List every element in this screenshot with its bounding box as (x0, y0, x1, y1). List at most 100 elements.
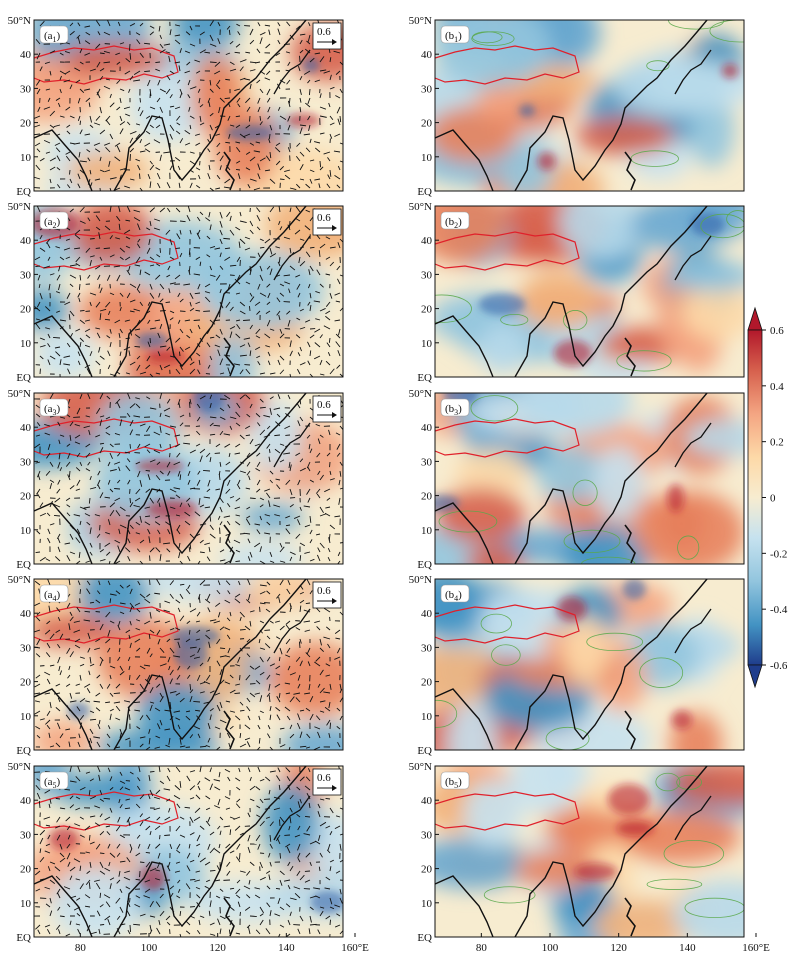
island-outline (624, 710, 636, 750)
y-tick-label: 10 (421, 338, 433, 350)
coastline (34, 688, 93, 750)
y-tick-label: 20 (20, 304, 32, 316)
y-tick-label: 10 (20, 711, 32, 723)
x-tick-label: 120 (209, 942, 226, 954)
y-tick-label: 30 (20, 456, 32, 468)
field-blob (673, 879, 744, 937)
wind-vectors (34, 766, 343, 937)
svg-text:(b5): (b5) (445, 776, 462, 790)
svg-text:(a3): (a3) (44, 403, 61, 417)
y-tick-label: 50°N (8, 15, 31, 27)
island-outline (674, 608, 712, 654)
y-tick-label: EQ (417, 745, 432, 757)
panel-label: (a4) (39, 584, 69, 603)
wind-vectors (34, 393, 343, 564)
y-tick-label: 50°N (8, 388, 31, 400)
field-core (225, 124, 274, 142)
svg-text:(a5): (a5) (44, 776, 61, 790)
panel-label: (a3) (39, 398, 69, 417)
field-blob (129, 67, 210, 143)
significance-contour (663, 839, 725, 868)
y-tick-label: 20 (20, 118, 32, 130)
field-blob (34, 613, 114, 648)
significance-contour (616, 350, 672, 372)
significance-contour (646, 878, 703, 890)
x-tick-label: 100 (542, 942, 559, 954)
field-core (616, 820, 654, 837)
arrow-right-icon (332, 412, 337, 418)
coastline (435, 315, 494, 377)
field-blob (593, 445, 645, 523)
coastline (435, 688, 494, 750)
field-blob (50, 866, 142, 937)
field-blob (574, 117, 675, 156)
field-core (302, 57, 320, 73)
field-blob (77, 579, 151, 624)
panel-frame (33, 392, 344, 565)
field-core (67, 701, 91, 720)
field-blob (536, 445, 606, 503)
y-tick-label: 40 (20, 235, 32, 247)
x-tick-label: 140 (278, 942, 295, 954)
panel-label: (b3) (440, 398, 470, 417)
significance-contour (700, 213, 744, 239)
field-core (518, 103, 536, 118)
wind-vectors (34, 206, 343, 377)
reference-vector-value: 0.6 (317, 399, 331, 411)
field-blob (517, 393, 633, 437)
field-blob (667, 766, 744, 807)
colorbar-tick-label: 0.2 (770, 437, 784, 449)
significance-contour (676, 774, 702, 790)
panel-a1: (a1) 0.6 (33, 19, 344, 192)
y-tick-label: 10 (421, 152, 433, 164)
coastline (34, 129, 93, 191)
y-tick-label: 20 (421, 304, 433, 316)
field-blob (681, 285, 744, 341)
panel-a2: (a2) 0.6 (33, 205, 344, 378)
significance-contour (435, 699, 458, 728)
coastline (514, 579, 708, 750)
significance-contour (572, 479, 598, 506)
significance-contour (435, 294, 472, 323)
panel-a3: (a3) 0.6 (33, 392, 344, 565)
plateau-outline (34, 604, 179, 644)
island-outline (273, 422, 311, 468)
y-tick-label: EQ (417, 932, 432, 944)
field-core (135, 332, 169, 349)
y-tick-label: 20 (421, 118, 433, 130)
y-tick-label: EQ (417, 186, 432, 198)
field-blob (544, 766, 591, 791)
y-tick-label: 50°N (409, 201, 432, 213)
field-blob (496, 138, 554, 191)
x-tick-label: 160°E (742, 942, 770, 954)
field-core (721, 63, 739, 79)
y-tick-label: 20 (20, 864, 32, 876)
coastline (435, 502, 494, 564)
colorbar: 0.6 0.4 0.2 0 -0.2 -0.4 -0.6 (747, 306, 788, 689)
y-tick-label: 30 (421, 829, 433, 841)
field-core (287, 113, 320, 128)
wind-vectors (34, 20, 343, 191)
reference-vector-box: 0.6 (312, 395, 342, 423)
field-blob (280, 724, 343, 750)
field-blob (35, 331, 96, 377)
panel-label: (a1) (39, 25, 69, 44)
panel-label: (a5) (39, 771, 69, 790)
y-tick-label: 20 (421, 864, 433, 876)
field-core (435, 494, 460, 512)
field-core (135, 459, 184, 473)
significance-contour (726, 210, 744, 228)
island-outline (674, 49, 712, 95)
panel-label: (b5) (440, 771, 470, 790)
x-tick-label: 80 (476, 942, 488, 954)
colorbar-tick-label: 0.4 (770, 381, 784, 393)
panel-label: (b4) (440, 584, 470, 603)
svg-text:(b4): (b4) (445, 589, 462, 603)
y-tick-label: 40 (421, 608, 433, 620)
y-tick-label: EQ (16, 745, 31, 757)
field-blob (515, 849, 597, 890)
field-blob (69, 206, 153, 264)
plateau-outline (34, 791, 179, 831)
colorbar-tick-label: -0.2 (770, 548, 787, 560)
significance-contour (709, 20, 744, 43)
